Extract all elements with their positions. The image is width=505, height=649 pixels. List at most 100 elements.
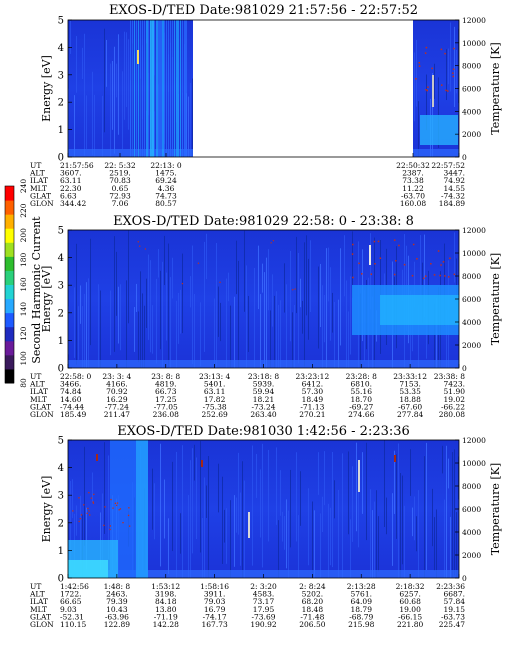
spectrogram-streak	[138, 311, 139, 363]
colorbar-swatch	[5, 368, 14, 384]
temperature-point	[103, 524, 105, 527]
ephemeris-cell: 2387.	[402, 169, 423, 178]
spectrogram-streak	[458, 456, 459, 500]
ephemeris-cell: -71.19	[154, 612, 178, 621]
temperature-point	[393, 239, 396, 241]
spectrogram-streak	[110, 290, 111, 356]
ephemeris-cell: 55.16	[351, 387, 373, 396]
temperature-point	[78, 497, 80, 499]
spectrogram-streak	[452, 452, 453, 578]
ephemeris-row-label: GLON	[30, 199, 54, 208]
emission-column	[180, 20, 181, 157]
ephemeris-row-label: UT	[30, 372, 41, 381]
temperature-marker	[432, 75, 434, 107]
ephemeris-cell: 185.49	[60, 410, 86, 419]
spectrogram-streak	[306, 235, 307, 316]
ephemeris-cell: 211.47	[104, 410, 130, 419]
spectrogram-streak	[334, 302, 335, 368]
spectrogram-streak	[80, 495, 81, 564]
ephemeris-cell: 18.79	[351, 605, 373, 614]
energy-tick-label: 0	[58, 574, 64, 585]
spectrogram-streak	[84, 293, 85, 368]
spectrogram-streak	[92, 71, 93, 156]
ephemeris-cell: 19.00	[399, 605, 421, 614]
spectrogram-streak	[322, 285, 323, 368]
spectrogram-streak	[122, 71, 123, 150]
spectrogram-streak	[164, 235, 165, 286]
energy-tick-label: 3	[58, 491, 64, 502]
spectrogram-streak	[104, 442, 105, 534]
spectrogram-streak	[224, 509, 225, 543]
temperature-point	[442, 261, 445, 263]
temperature-point	[72, 510, 74, 512]
spectrogram-streak	[244, 230, 245, 312]
temperature-point	[137, 241, 139, 243]
ephemeris-cell: 2519.	[109, 169, 130, 178]
ephemeris-cell: 66.73	[155, 387, 177, 396]
spectrogram-streak	[410, 449, 411, 496]
spectrogram-streak	[284, 263, 285, 313]
ephemeris-cell: 17.82	[204, 395, 226, 404]
temperature-tick-label: 8000	[462, 482, 481, 491]
temperature-point	[373, 240, 376, 243]
ephemeris-cell: 5202.	[302, 590, 323, 599]
spectrogram-streak	[308, 258, 309, 340]
emission-column	[144, 20, 145, 157]
ephemeris-row-label: ILAT	[30, 387, 48, 396]
energy-axis-label: Energy [eV]	[40, 55, 53, 122]
spectrogram-streak	[86, 507, 87, 570]
ephemeris-cell: 11.22	[402, 184, 424, 193]
spectrogram-streak	[84, 33, 85, 156]
temperature-marker	[248, 512, 250, 538]
spectrogram-streak	[236, 240, 237, 295]
spectrogram-streak	[214, 298, 215, 368]
ephemeris-cell: 18.49	[302, 395, 324, 404]
ephemeris-cell: 1:48: 8	[104, 582, 131, 591]
ephemeris-cell: 252.69	[202, 410, 228, 419]
spectrogram-streak	[446, 445, 447, 578]
spectrogram-streak	[448, 48, 449, 85]
spectrogram-streak	[144, 305, 145, 368]
spectrogram-streak	[446, 309, 447, 368]
ephemeris-cell: 16.29	[106, 395, 128, 404]
temperature-point	[358, 262, 360, 265]
spectrogram-streak	[208, 456, 209, 578]
ephemeris-cell: 3447.	[444, 169, 465, 178]
ephemeris-cell: 190.92	[250, 620, 276, 629]
temperature-marker	[96, 454, 98, 461]
spectrogram-streak	[338, 489, 339, 578]
emission-column	[174, 20, 175, 157]
temperature-axis: 0 2000 4000 6000 8000 10000 12000 Temperature […	[455, 226, 502, 373]
ephemeris-cell: 72.93	[109, 191, 131, 200]
ephemeris-cell: -74.32	[441, 191, 465, 200]
spectrogram-streak	[258, 245, 259, 310]
spectrogram-streak	[238, 452, 239, 535]
energy-tick-label: 1	[58, 336, 64, 347]
emission-column	[140, 20, 141, 157]
spectrogram-streak	[194, 293, 195, 368]
ephemeris-cell: 23:18: 8	[248, 372, 280, 381]
spectrogram-streak	[118, 286, 119, 344]
spectrogram-streak	[370, 233, 371, 310]
colorbar-tick-label: 240	[19, 179, 28, 194]
colorbar-swatches	[4, 185, 15, 384]
temperature-point	[270, 242, 272, 244]
temperature-point	[352, 243, 354, 246]
spectrogram-streak	[178, 293, 179, 344]
temperature-point	[411, 274, 414, 277]
spectrogram-streak	[154, 483, 155, 540]
ephemeris-cell: 2: 3:20	[250, 582, 277, 591]
temperature-point	[424, 52, 427, 54]
energy-tick-label: 0	[58, 153, 64, 164]
ephemeris-row-label: ALT	[29, 169, 45, 178]
spectrogram-streak	[190, 82, 191, 157]
emission-patch	[420, 115, 458, 145]
spectrogram-streak	[180, 289, 181, 334]
temperature-point	[424, 275, 427, 277]
spectrogram-streak	[454, 449, 455, 576]
temperature-point	[453, 47, 455, 50]
ephemeris-cell: 7423.	[444, 380, 465, 389]
temperature-tick-label: 0	[462, 574, 467, 583]
spectrogram-streak	[338, 299, 339, 368]
